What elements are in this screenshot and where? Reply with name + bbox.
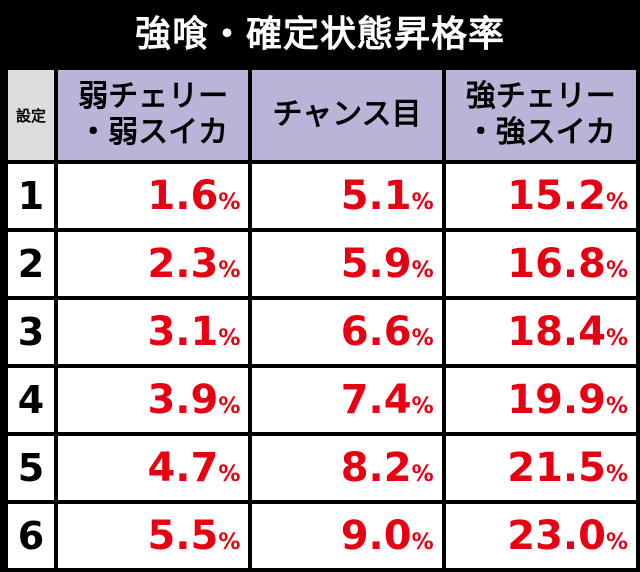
percent-sign: % [605,394,628,419]
rate-cell: 21.5% [445,436,636,500]
table-row: 6 5.5% 9.0% 23.0% [8,504,636,568]
percent-sign: % [605,326,628,351]
table-row: 1 1.6% 5.1% 15.2% [8,164,636,228]
rate-value: 16.8 [507,241,606,287]
rate-cell: 19.9% [445,368,636,432]
header-strong-cherry-suika: 強チェリー ・強スイカ [445,70,636,160]
rate-value: 3.1 [147,309,219,355]
rate-cell: 2.3% [58,232,249,296]
percent-sign: % [218,394,241,419]
rate-value: 1.6 [147,173,219,219]
header-weak-line1: 弱チェリー [78,79,229,114]
percent-sign: % [218,258,241,283]
percent-sign: % [605,190,628,215]
percent-sign: % [411,258,434,283]
setting-cell: 3 [8,300,54,364]
percent-sign: % [411,190,434,215]
percent-sign: % [411,530,434,555]
rate-cell: 7.4% [252,368,442,432]
rate-cell: 5.5% [58,504,249,568]
header-setting: 設定 [8,70,54,160]
rate-value: 15.2 [507,173,606,219]
percent-sign: % [411,394,434,419]
rate-cell: 15.2% [445,164,636,228]
rate-value: 23.0 [507,513,606,559]
rate-cell: 4.7% [58,436,249,500]
rate-value: 5.9 [340,241,412,287]
percent-sign: % [218,530,241,555]
setting-cell: 5 [8,436,54,500]
rate-cell: 18.4% [445,300,636,364]
rate-value: 5.5 [147,513,219,559]
rate-value: 9.0 [340,513,412,559]
table-row: 5 4.7% 8.2% 21.5% [8,436,636,500]
table-row: 4 3.9% 7.4% 19.9% [8,368,636,432]
rate-value: 21.5 [507,445,606,491]
table-header-row: 設定 弱チェリー ・弱スイカ チャンス目 強チェリー ・強スイカ [8,70,636,160]
percent-sign: % [605,258,628,283]
rate-cell: 1.6% [58,164,249,228]
rate-value: 5.1 [340,173,412,219]
rate-cell: 3.1% [58,300,249,364]
rate-cell: 5.1% [252,164,442,228]
promotion-rate-table: 設定 弱チェリー ・弱スイカ チャンス目 強チェリー ・強スイカ 1 1.6% 5.… [4,66,640,572]
rate-cell: 8.2% [252,436,442,500]
percent-sign: % [605,462,628,487]
rate-value: 2.3 [147,241,219,287]
setting-cell: 4 [8,368,54,432]
setting-cell: 1 [8,164,54,228]
rate-value: 8.2 [340,445,412,491]
percent-sign: % [411,462,434,487]
setting-cell: 6 [8,504,54,568]
percent-sign: % [411,326,434,351]
rate-cell: 23.0% [445,504,636,568]
rate-value: 19.9 [507,377,606,423]
rate-value: 7.4 [340,377,412,423]
percent-sign: % [218,190,241,215]
rate-value: 4.7 [147,445,219,491]
percent-sign: % [218,326,241,351]
rate-value: 18.4 [507,309,606,355]
setting-cell: 2 [8,232,54,296]
page-title: 強喰・確定状態昇格率 [134,14,505,55]
header-chance-me: チャンス目 [252,70,442,160]
rate-cell: 16.8% [445,232,636,296]
rate-cell: 6.6% [252,300,442,364]
rate-cell: 3.9% [58,368,249,432]
percent-sign: % [218,462,241,487]
header-strong-line1: 強チェリー [465,79,616,114]
table-row: 3 3.1% 6.6% 18.4% [8,300,636,364]
header-weak-cherry-suika: 弱チェリー ・弱スイカ [58,70,249,160]
rate-value: 6.6 [340,309,412,355]
percent-sign: % [605,530,628,555]
rate-cell: 9.0% [252,504,442,568]
header-weak-line2: ・弱スイカ [78,115,229,150]
rate-cell: 5.9% [252,232,442,296]
header-strong-line2: ・強スイカ [465,115,616,150]
rate-value: 3.9 [147,377,219,423]
table-row: 2 2.3% 5.9% 16.8% [8,232,636,296]
